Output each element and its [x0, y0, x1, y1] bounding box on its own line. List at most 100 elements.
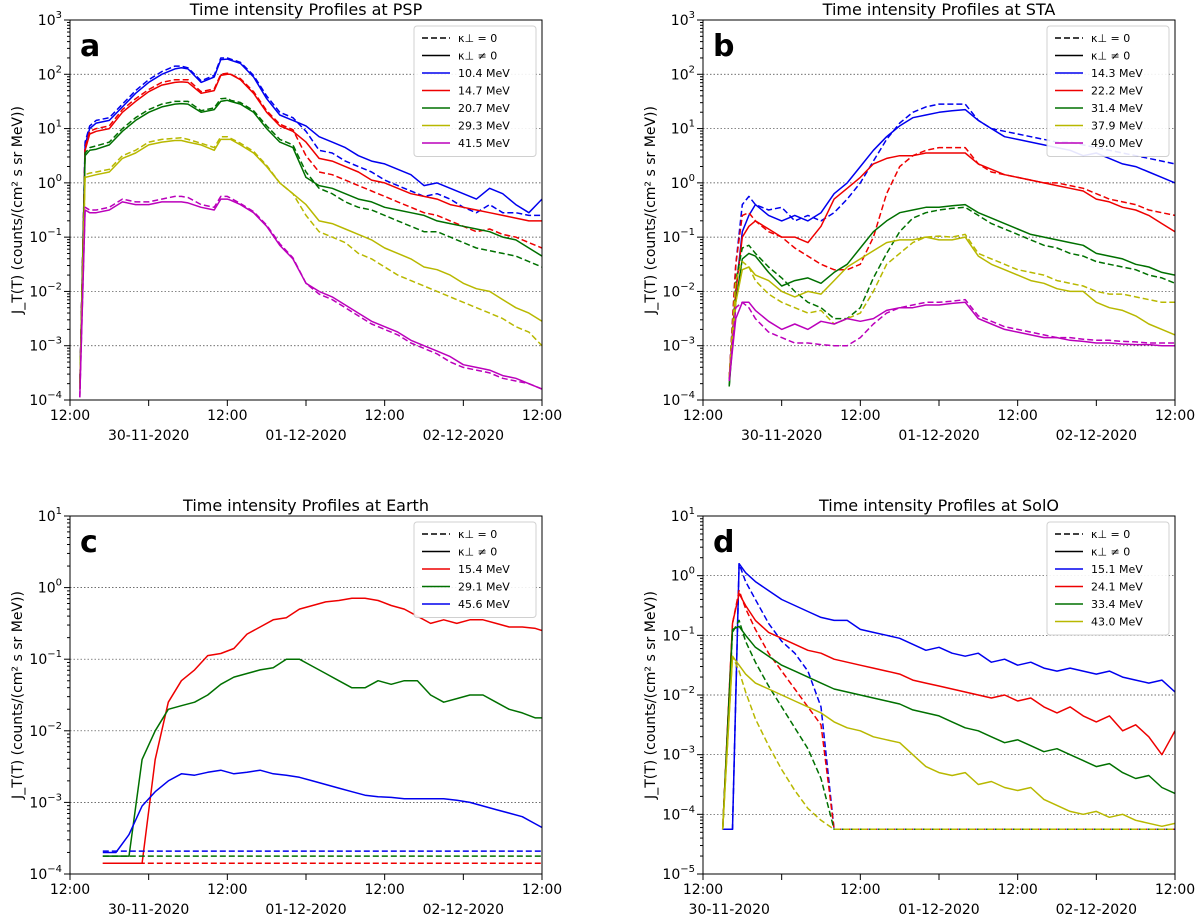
legend-label: 33.4 MeV: [1091, 598, 1143, 611]
legend-label: 41.5 MeV: [458, 137, 510, 150]
y-tick-exponent: −1: [47, 227, 62, 238]
x-date-label: 02-12-2020: [1056, 428, 1137, 444]
y-tick-label: 101: [38, 119, 62, 138]
series-group: [728, 103, 1175, 387]
legend-label: 24.1 MeV: [1091, 581, 1143, 594]
y-tick-exponent: −3: [47, 336, 62, 347]
y-tick-exponent: −3: [680, 336, 695, 347]
series-line-45-6-MeV-solid: [102, 769, 542, 854]
y-tick-label: 10−2: [29, 281, 62, 300]
legend: κ⊥ = 0 κ⊥ ≠ 0 14.3 MeV 22.2 MeV 31.4 MeV 37.9…: [1046, 25, 1170, 157]
series-line-29-3-MeV-dashed: [79, 135, 542, 390]
x-tick-label: 12:00: [364, 408, 404, 424]
y-tick-exponent: −4: [680, 390, 695, 401]
series-line-33-4-MeV-solid: [721, 625, 1175, 830]
y-tick-exponent: −1: [680, 625, 695, 636]
series-line-49-0-MeV-solid: [728, 301, 1175, 382]
series-line-14-7-MeV-dashed: [79, 72, 542, 390]
legend-label: 37.9 MeV: [1091, 120, 1143, 133]
chart-title: Time intensity Profiles at PSP: [189, 0, 423, 19]
x-date-label: 01-12-2020: [898, 902, 979, 916]
y-tick-exponent: −1: [680, 227, 695, 238]
legend-label: 14.7 MeV: [458, 85, 510, 98]
legend-label: 29.3 MeV: [458, 120, 510, 133]
x-date-label: 02-12-2020: [423, 902, 504, 916]
series-line-29-1-MeV-solid: [102, 658, 542, 857]
series-line-31-4-MeV-solid: [728, 203, 1175, 387]
legend-label: 15.4 MeV: [458, 563, 510, 576]
chart-title: Time intensity Profiles at Earth: [182, 496, 429, 515]
series-line-41-5-MeV-solid: [79, 198, 542, 398]
panel-label: c: [80, 525, 98, 560]
series-line-37-9-MeV-solid: [728, 236, 1175, 379]
x-tick-label: 12:00: [683, 882, 723, 898]
chart-title: Time intensity Profiles at STA: [822, 0, 1056, 19]
x-tick-label: 12:00: [1155, 408, 1195, 424]
y-tick-label: 10−2: [662, 685, 695, 704]
x-date-label: 02-12-2020: [423, 428, 504, 444]
legend-label: κ⊥ ≠ 0: [1091, 546, 1130, 559]
y-tick-label: 10−3: [662, 336, 695, 355]
y-tick-label: 10−2: [29, 721, 62, 740]
x-tick-label: 12:00: [522, 882, 562, 898]
panel-label: a: [80, 29, 100, 64]
series-line-24-1-MeV-solid: [721, 592, 1175, 830]
y-tick-exponent: 1: [689, 506, 695, 517]
y-tick-label: 10−5: [662, 864, 695, 883]
legend-box: [413, 25, 537, 157]
y-axis-label: J_T(T) (counts/(cm² s sr MeV)): [10, 106, 26, 315]
series-line-10-4-MeV-solid: [79, 58, 542, 390]
series-line-49-0-MeV-dashed: [728, 298, 1175, 382]
y-tick-label: 10−1: [29, 649, 62, 668]
y-tick-label: 10−2: [662, 281, 695, 300]
y-tick-label: 100: [671, 566, 695, 585]
legend-box: [413, 521, 537, 618]
y-tick-exponent: −2: [47, 281, 62, 292]
y-tick-exponent: −4: [680, 804, 695, 815]
x-date-label: 02-12-2020: [1056, 902, 1137, 916]
series-line-15-4-MeV-solid: [102, 597, 542, 865]
series-line-43-0-MeV-solid: [721, 655, 1175, 830]
legend-label: κ⊥ ≠ 0: [458, 50, 497, 63]
legend-label: 45.6 MeV: [458, 598, 510, 611]
x-tick-label: 12:00: [840, 408, 880, 424]
x-date-label: 30-11-2020: [741, 428, 822, 444]
y-tick-exponent: 3: [56, 10, 62, 21]
x-tick-label: 12:00: [364, 882, 404, 898]
y-tick-label: 101: [671, 506, 695, 525]
y-tick-exponent: −5: [680, 864, 695, 875]
x-tick-label: 12:00: [50, 408, 90, 424]
y-tick-label: 10−1: [662, 227, 695, 246]
y-axis-label: J_T(T) (counts/(cm² s sr MeV)): [10, 591, 26, 800]
y-tick-label: 10−4: [29, 390, 62, 409]
legend-label: 10.4 MeV: [458, 67, 510, 80]
legend: κ⊥ = 0 κ⊥ ≠ 0 15.1 MeV 24.1 MeV 33.4 MeV 43.0…: [1046, 521, 1170, 636]
legend-label: 15.1 MeV: [1091, 563, 1143, 576]
series-line-37-9-MeV-dashed: [728, 233, 1175, 379]
y-tick-exponent: −2: [680, 685, 695, 696]
x-tick-label: 12:00: [683, 408, 723, 424]
x-tick-label: 12:00: [207, 408, 247, 424]
legend-box: [1046, 521, 1170, 636]
legend-box: [1046, 25, 1170, 157]
y-tick-exponent: −3: [680, 745, 695, 756]
y-tick-label: 100: [38, 578, 62, 597]
x-date-label: 01-12-2020: [898, 428, 979, 444]
y-tick-exponent: −4: [47, 864, 62, 875]
series-line-20-7-MeV-dashed: [79, 97, 542, 390]
panel-label: b: [713, 29, 734, 64]
y-tick-exponent: 0: [56, 173, 62, 184]
series-line-20-7-MeV-solid: [79, 99, 542, 390]
series-line-43-0-MeV-dashed: [721, 655, 1175, 831]
y-tick-label: 103: [671, 10, 695, 29]
x-date-label: 01-12-2020: [265, 902, 346, 916]
legend-label: 14.3 MeV: [1091, 67, 1143, 80]
y-tick-label: 10−4: [662, 804, 695, 823]
y-tick-label: 101: [671, 119, 695, 138]
y-tick-label: 10−4: [662, 390, 695, 409]
